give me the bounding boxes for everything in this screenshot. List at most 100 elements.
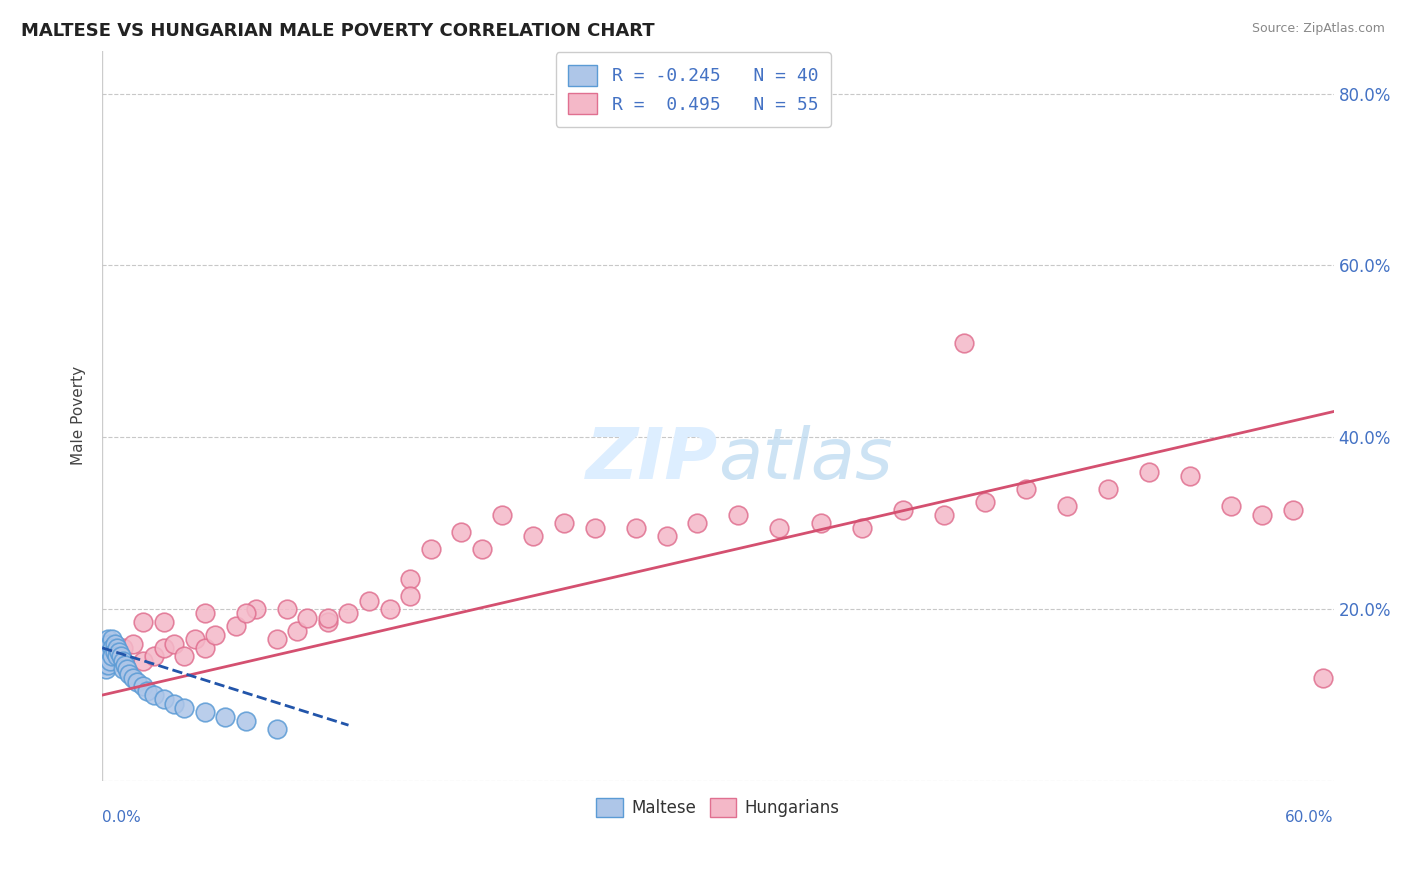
Point <box>93 649 115 664</box>
Point <box>419 541 441 556</box>
Point <box>152 640 174 655</box>
Point <box>163 697 186 711</box>
Point <box>105 640 128 655</box>
Point <box>1178 469 1201 483</box>
Point <box>114 658 136 673</box>
Point <box>297 611 319 625</box>
Point <box>97 640 120 655</box>
Point <box>266 632 288 647</box>
Point <box>96 636 118 650</box>
Point <box>276 602 298 616</box>
Point <box>194 640 217 655</box>
Point <box>686 516 709 531</box>
Point <box>851 520 873 534</box>
Point <box>1056 499 1078 513</box>
Point <box>132 615 155 629</box>
Point <box>173 649 195 664</box>
Point <box>96 645 118 659</box>
Point <box>132 654 155 668</box>
Point <box>142 649 165 664</box>
Text: 60.0%: 60.0% <box>1285 810 1334 825</box>
Point <box>953 335 976 350</box>
Point <box>399 589 422 603</box>
Point <box>101 645 124 659</box>
Point <box>115 662 138 676</box>
Text: 0.0%: 0.0% <box>103 810 141 825</box>
Point <box>357 593 380 607</box>
Point <box>101 632 124 647</box>
Point <box>142 688 165 702</box>
Point <box>111 654 134 668</box>
Point <box>225 619 247 633</box>
Point <box>96 662 118 676</box>
Point <box>932 508 955 522</box>
Point <box>316 611 339 625</box>
Point <box>1281 503 1303 517</box>
Point <box>491 508 513 522</box>
Point <box>624 520 647 534</box>
Point <box>204 628 226 642</box>
Point <box>768 520 790 534</box>
Point <box>235 607 257 621</box>
Point <box>173 701 195 715</box>
Point <box>183 632 205 647</box>
Point <box>1220 499 1243 513</box>
Point <box>93 640 115 655</box>
Point <box>378 602 401 616</box>
Point <box>103 636 125 650</box>
Point <box>122 671 145 685</box>
Point <box>101 640 124 655</box>
Point <box>118 666 141 681</box>
Point <box>122 636 145 650</box>
Point <box>553 516 575 531</box>
Point <box>727 508 749 522</box>
Point <box>1250 508 1272 522</box>
Point <box>152 615 174 629</box>
Point <box>285 624 308 638</box>
Point <box>1015 482 1038 496</box>
Point <box>583 520 606 534</box>
Point <box>810 516 832 531</box>
Point <box>214 709 236 723</box>
Point <box>891 503 914 517</box>
Point <box>107 645 129 659</box>
Point <box>235 714 257 728</box>
Point <box>97 649 120 664</box>
Point <box>100 654 122 668</box>
Point <box>399 572 422 586</box>
Point <box>103 645 125 659</box>
Point <box>127 675 149 690</box>
Point <box>194 607 217 621</box>
Point <box>93 658 115 673</box>
Point <box>316 615 339 629</box>
Text: MALTESE VS HUNGARIAN MALE POVERTY CORRELATION CHART: MALTESE VS HUNGARIAN MALE POVERTY CORREL… <box>21 22 655 40</box>
Point <box>96 654 118 668</box>
Point <box>163 636 186 650</box>
Legend: R = -0.245   N = 40, R =  0.495   N = 55: R = -0.245 N = 40, R = 0.495 N = 55 <box>555 53 831 127</box>
Point <box>655 529 678 543</box>
Point <box>152 692 174 706</box>
Point <box>1312 671 1334 685</box>
Point <box>110 649 132 664</box>
Point <box>100 636 122 650</box>
Point <box>97 632 120 647</box>
Point <box>100 645 122 659</box>
Point <box>111 640 134 655</box>
Point <box>973 495 995 509</box>
Y-axis label: Male Poverty: Male Poverty <box>72 367 86 466</box>
Point <box>194 706 217 720</box>
Point <box>111 662 134 676</box>
Point <box>97 658 120 673</box>
Text: atlas: atlas <box>718 425 893 494</box>
Point <box>1137 465 1160 479</box>
Point <box>266 723 288 737</box>
Point <box>337 607 360 621</box>
Point <box>101 649 124 664</box>
Point <box>1097 482 1119 496</box>
Point <box>471 541 494 556</box>
Point <box>450 524 472 539</box>
Point <box>245 602 267 616</box>
Point <box>522 529 544 543</box>
Point <box>132 680 155 694</box>
Text: Source: ZipAtlas.com: Source: ZipAtlas.com <box>1251 22 1385 36</box>
